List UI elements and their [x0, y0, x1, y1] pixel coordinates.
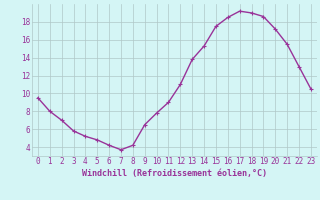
- X-axis label: Windchill (Refroidissement éolien,°C): Windchill (Refroidissement éolien,°C): [82, 169, 267, 178]
